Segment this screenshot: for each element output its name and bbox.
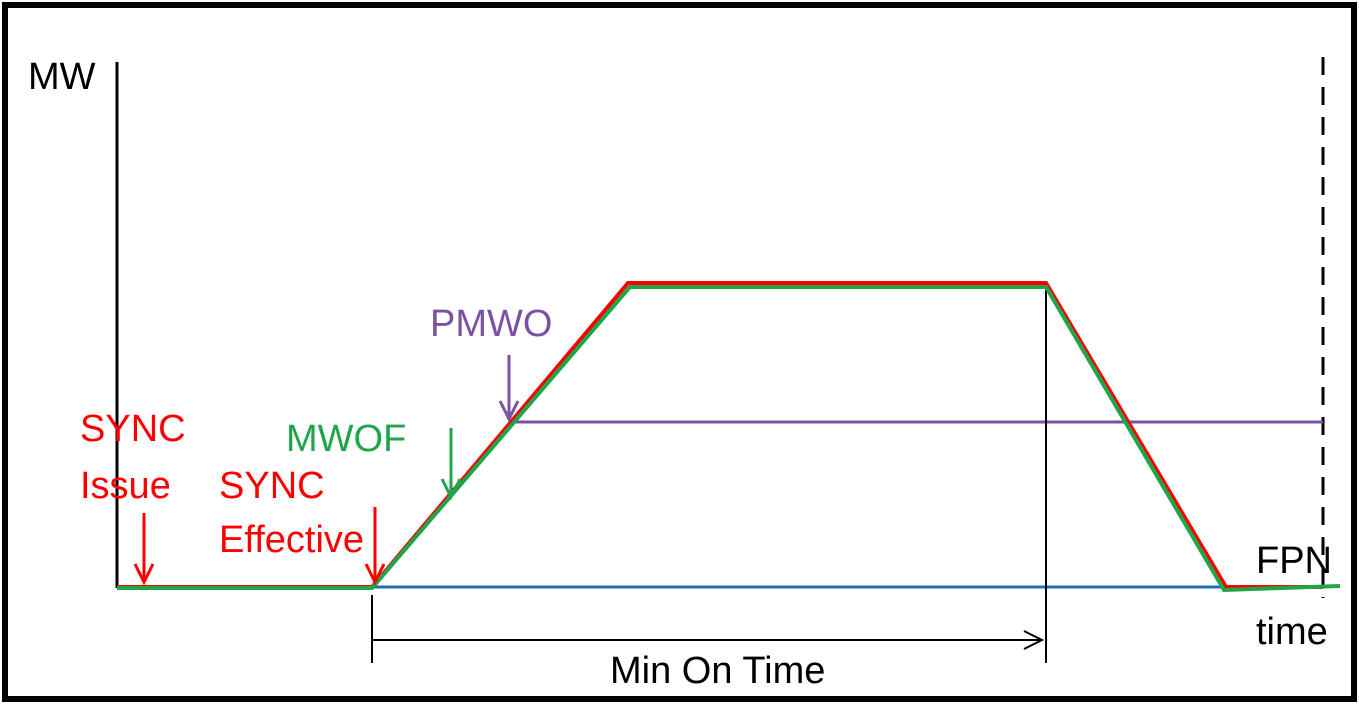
mw-axis-label: MW bbox=[28, 56, 96, 98]
min-on-time-label: Min On Time bbox=[610, 650, 825, 692]
pmwo-arrowhead bbox=[498, 400, 520, 423]
sync-issue-label-line1: SYNC bbox=[80, 408, 186, 450]
sync-issue-arrowhead bbox=[133, 563, 155, 586]
min-on-time-arrowhead bbox=[1023, 630, 1045, 650]
time-axis-label: time bbox=[1256, 611, 1328, 653]
sync-effective-label-line2: Effective bbox=[219, 519, 364, 561]
mwof-label: MWOF bbox=[286, 418, 406, 460]
mwof-arrowhead bbox=[440, 478, 462, 501]
pmwo-label: PMWO bbox=[430, 303, 552, 345]
sync-effective-label-line1: SYNC bbox=[219, 465, 325, 507]
sync-effective-arrowhead bbox=[364, 563, 386, 586]
green-profile-line bbox=[117, 285, 1341, 593]
sync-issue-label-line2: Issue bbox=[80, 465, 171, 507]
fpn-label: FPN bbox=[1256, 540, 1332, 582]
